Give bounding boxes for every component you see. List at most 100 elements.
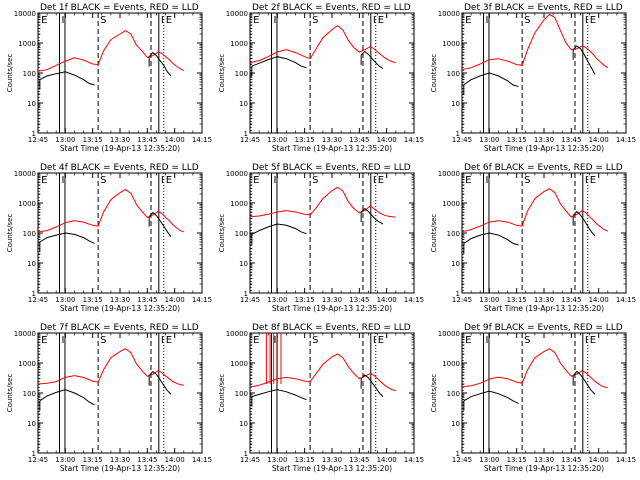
x-tick-label: 13:30 [110,456,130,464]
chart-panel-9: Det 9f BLACK = Events, RED = LLD 1 10 100 10… [430,323,636,473]
panel-title: Det 8f BLACK = Events, RED = LLD [252,323,411,333]
series-events-late-line [572,45,596,75]
y-tick-label: 1 [456,290,460,298]
panel-title: Det 3f BLACK = Events, RED = LLD [464,3,623,13]
time-marker-label: E [465,175,471,186]
x-tick-label: 13:00 [267,136,287,144]
series-events-late-line [360,374,384,398]
plot-frame [249,12,415,134]
time-marker-label: S [100,335,106,346]
time-marker-label: I [585,15,588,26]
x-tick-label: 14:15 [616,136,636,144]
x-tick-label: 14:00 [589,456,609,464]
plot-frame [37,332,203,454]
x-tick-label: 14:15 [404,456,424,464]
x-tick-label: 13:15 [83,296,103,304]
time-marker-label: I [161,175,164,186]
x-tick-label: 14:00 [377,456,397,464]
y-tick-label: 100 [447,230,460,238]
plot-frame [37,12,203,134]
x-tick-label: 13:30 [110,296,130,304]
x-tick-label: 14:00 [377,136,397,144]
x-tick-label: 13:30 [534,136,554,144]
series-lld-line [38,189,184,233]
time-marker-label: E [465,15,471,26]
plot-frame [461,172,627,294]
panel-title: Det 4f BLACK = Events, RED = LLD [40,163,199,173]
x-tick-label: 14:00 [165,296,185,304]
series-lld-line [38,348,184,386]
x-tick-label: 13:15 [295,456,315,464]
time-marker-label: S [524,175,530,186]
x-tick-label: 12:45 [28,296,48,304]
y-tick-label: 1 [244,130,248,138]
y-tick-label: 10 [27,260,36,268]
y-axis-label: Counts/sec [430,214,438,253]
x-tick-label: 13:45 [561,296,581,304]
time-marker-label: S [100,175,106,186]
series-lld-line [250,186,396,218]
y-tick-label: 10000 [438,170,460,178]
x-tick-label: 13:30 [534,456,554,464]
series-events-late-line [360,50,384,70]
series-events-late-line [572,370,596,395]
series-lld-line [38,30,185,72]
time-marker-label: E [166,15,172,26]
y-tick-label: 10000 [438,10,460,18]
panel-title: Det 7f BLACK = Events, RED = LLD [40,323,199,333]
x-tick-label: 13:30 [322,296,342,304]
y-tick-label: 100 [235,390,248,398]
chart-panel-3: Det 3f BLACK = Events, RED = LLD 1 10 100 10… [430,3,636,153]
x-tick-label: 14:00 [165,456,185,464]
x-axis-label: Start Time (19-Apr-13 12:35:20) [484,304,604,313]
time-marker-label: S [312,175,318,186]
panel-title: Det 9f BLACK = Events, RED = LLD [464,323,623,333]
x-tick-label: 13:15 [83,136,103,144]
series-events-late-line [360,207,384,225]
x-tick-label: 12:45 [28,456,48,464]
y-tick-label: 1000 [230,200,248,208]
x-tick-label: 13:15 [507,296,527,304]
time-marker-label: E [41,15,47,26]
x-tick-label: 13:15 [507,456,527,464]
series-events-late-line [148,51,172,77]
x-tick-label: 13:45 [349,136,369,144]
y-tick-label: 10 [27,100,36,108]
time-marker-label: I [373,15,376,26]
x-tick-label: 13:30 [322,136,342,144]
x-tick-label: 13:45 [561,136,581,144]
x-tick-label: 14:15 [616,296,636,304]
y-tick-label: 1000 [18,200,36,208]
x-tick-label: 13:30 [322,456,342,464]
series-events-line [463,72,519,88]
time-marker-label: S [312,335,318,346]
x-tick-label: 13:15 [507,136,527,144]
time-marker-label: S [100,15,106,26]
y-tick-label: 10 [239,260,248,268]
series-lld-line [250,353,396,392]
x-tick-label: 13:15 [295,136,315,144]
time-marker-label: I [161,335,164,346]
y-tick-label: 1000 [18,40,36,48]
x-tick-label: 13:00 [479,296,499,304]
x-tick-label: 13:30 [110,136,130,144]
x-axis-label: Start Time (19-Apr-13 12:35:20) [60,464,180,473]
time-marker-label: E [378,15,384,26]
x-tick-label: 14:00 [377,296,397,304]
x-tick-label: 12:45 [240,296,260,304]
x-tick-label: 13:45 [349,296,369,304]
time-marker-label: I [274,15,277,26]
x-tick-label: 13:00 [479,456,499,464]
x-tick-label: 13:45 [137,456,157,464]
x-tick-label: 12:45 [240,456,260,464]
y-tick-label: 1000 [230,360,248,368]
y-tick-label: 1000 [18,360,36,368]
y-axis-label: Counts/sec [218,374,226,413]
x-tick-label: 14:15 [404,296,424,304]
series-events-line [39,389,95,406]
time-marker-label: I [585,335,588,346]
time-marker-label: I [274,335,277,346]
series-lld-line [250,24,396,64]
y-tick-label: 1000 [442,360,460,368]
panel-title: Det 6f BLACK = Events, RED = LLD [464,163,623,173]
